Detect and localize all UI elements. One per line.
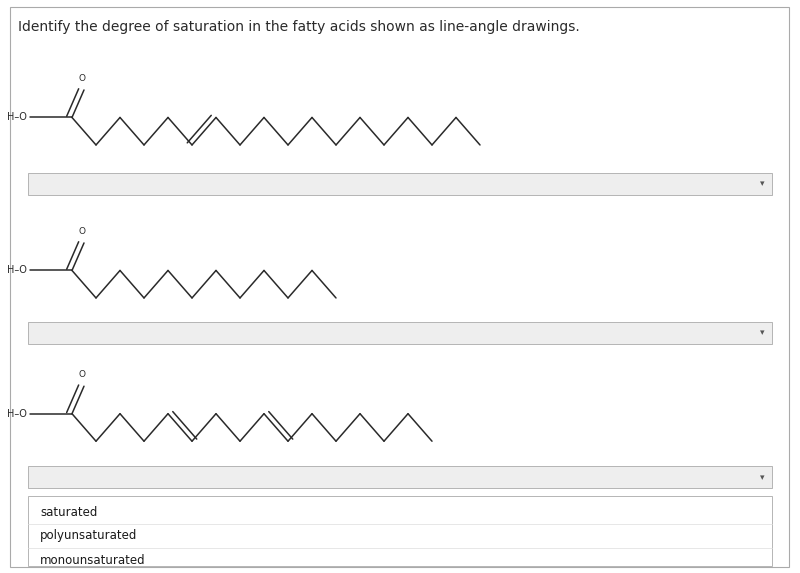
Text: H–O: H–O <box>7 265 27 276</box>
Text: ▾: ▾ <box>760 328 765 337</box>
Text: monounsaturated: monounsaturated <box>40 554 146 567</box>
Text: O: O <box>79 74 86 83</box>
FancyBboxPatch shape <box>28 466 772 488</box>
Text: Identify the degree of saturation in the fatty acids shown as line-angle drawing: Identify the degree of saturation in the… <box>18 20 579 34</box>
Text: H–O: H–O <box>7 112 27 123</box>
FancyBboxPatch shape <box>10 7 789 567</box>
Text: H–O: H–O <box>7 409 27 419</box>
FancyBboxPatch shape <box>28 322 772 344</box>
Text: ▾: ▾ <box>760 179 765 189</box>
Text: saturated: saturated <box>40 507 98 519</box>
Text: polyunsaturated: polyunsaturated <box>40 529 138 542</box>
Text: O: O <box>79 370 86 379</box>
FancyBboxPatch shape <box>28 496 772 566</box>
Text: O: O <box>79 227 86 236</box>
FancyBboxPatch shape <box>28 173 772 195</box>
Text: ▾: ▾ <box>760 473 765 482</box>
